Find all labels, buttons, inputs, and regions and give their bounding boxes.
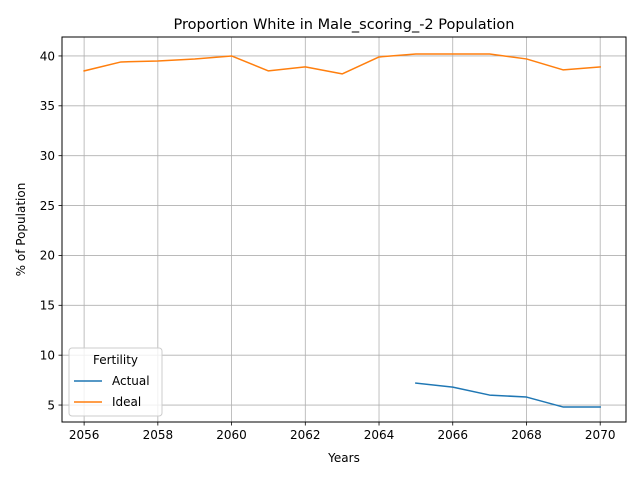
plot-frame [61, 36, 627, 423]
x-tick-label: 2064 [364, 428, 395, 442]
ticks-layer: 2056 2058 2060 2062 2064 2066 2068 2070 5 10 15 20 2… [40, 49, 616, 442]
y-axis-label: % of Population [14, 183, 28, 277]
x-tick-label: 2058 [143, 428, 174, 442]
legend-label-ideal: Ideal [112, 395, 141, 409]
x-tick-label: 2070 [585, 428, 616, 442]
x-tick-label: 2066 [437, 428, 468, 442]
legend: Fertility Actual Ideal [68, 347, 163, 417]
legend-label-actual: Actual [112, 374, 150, 388]
grid-layer [62, 37, 626, 422]
x-tick-label: 2062 [290, 428, 321, 442]
y-tick-label: 35 [40, 99, 55, 113]
y-tick-label: 15 [40, 299, 55, 313]
y-tick-label: 10 [40, 348, 55, 362]
legend-box [68, 347, 163, 417]
x-axis-label: Years [327, 451, 360, 465]
y-tick-label: 40 [40, 49, 55, 63]
x-tick-label: 2060 [216, 428, 247, 442]
x-tick-label: 2056 [69, 428, 100, 442]
legend-title: Fertility [93, 353, 138, 367]
y-tick-label: 30 [40, 149, 55, 163]
x-tick-label: 2068 [511, 428, 542, 442]
series-layer [83, 53, 602, 408]
y-tick-label: 20 [40, 249, 55, 263]
y-tick-label: 25 [40, 199, 55, 213]
chart-title: Proportion White in Male_scoring_-2 Popu… [174, 17, 515, 33]
series-line-actual [415, 382, 601, 408]
y-tick-label: 5 [47, 398, 55, 412]
